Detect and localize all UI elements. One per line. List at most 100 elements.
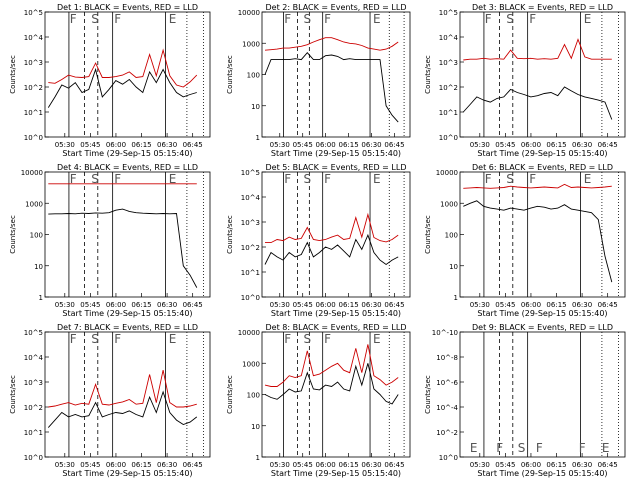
x-tick-label: 06:45 bbox=[598, 301, 618, 309]
phase-marker: F bbox=[114, 332, 121, 346]
y-tick-label: 10^0 bbox=[439, 454, 458, 462]
x-tick-label: 06:30 bbox=[361, 301, 381, 309]
series-lld bbox=[264, 37, 399, 51]
phase-marker: F bbox=[324, 12, 331, 26]
y-tick-label: 10^4 bbox=[24, 354, 44, 362]
phase-marker: S bbox=[91, 172, 99, 186]
phase-marker: F bbox=[529, 12, 536, 26]
phase-marker: E bbox=[373, 172, 381, 186]
y-tick-label: 10 bbox=[449, 263, 458, 271]
y-axis-label: Counts/sec bbox=[424, 55, 432, 94]
plot-frame bbox=[261, 171, 411, 298]
y-tick-label: 1 bbox=[256, 454, 260, 462]
x-tick-label: 05:45 bbox=[293, 461, 313, 469]
phase-marker: E bbox=[373, 332, 381, 346]
series-lld bbox=[265, 212, 399, 244]
y-tick-label: 100 bbox=[247, 392, 260, 400]
x-tick-label: 06:15 bbox=[546, 301, 566, 309]
x-tick-label: 05:30 bbox=[270, 301, 290, 309]
phase-marker: E bbox=[169, 12, 177, 26]
x-axis-label: Start Time (29-Sep-15 05:15:40) bbox=[271, 309, 401, 318]
panel-title: Det 1: BLACK = Events, RED = LLD bbox=[57, 3, 198, 12]
panel-det-7: Det 7: BLACK = Events, RED = LLD 10^0 10^1… bbox=[9, 323, 211, 478]
y-tick-label: 10^-8 bbox=[436, 354, 458, 362]
panel-det-4: Det 4: BLACK = Events, RED = LLD 1 10 100 10… bbox=[9, 163, 211, 318]
y-tick-label: 10^4 bbox=[439, 34, 459, 42]
phase-marker: F bbox=[485, 172, 492, 186]
plot-frame bbox=[459, 331, 626, 458]
panel-det-9: Det 9: BLACK = Events, RED = LLD 10^0 10^-… bbox=[424, 323, 626, 478]
y-tick-label: 10^1 bbox=[241, 269, 260, 277]
x-tick-label: 06:15 bbox=[338, 461, 358, 469]
x-tick-label: 06:00 bbox=[106, 301, 126, 309]
y-tick-label: 1000 bbox=[242, 40, 260, 48]
series-events bbox=[463, 200, 613, 283]
series-events bbox=[264, 233, 399, 266]
x-tick-label: 06:15 bbox=[546, 461, 566, 469]
x-tick-label: 06:15 bbox=[338, 141, 358, 149]
x-tick-label: 05:30 bbox=[55, 301, 75, 309]
y-axis-label: Counts/sec bbox=[226, 375, 234, 414]
y-tick-label: 10000 bbox=[238, 329, 260, 337]
series-events bbox=[264, 52, 399, 123]
y-tick-label: 10^0 bbox=[439, 134, 458, 142]
y-tick-label: 10 bbox=[34, 263, 43, 271]
panel-title: Det 2: BLACK = Events, RED = LLD bbox=[266, 3, 407, 12]
phase-marker: F bbox=[70, 172, 77, 186]
series-lld bbox=[264, 344, 399, 387]
phase-marker: F bbox=[536, 441, 543, 455]
x-tick-label: 06:15 bbox=[131, 461, 151, 469]
x-tick-label: 06:45 bbox=[384, 301, 404, 309]
y-tick-label: 100 bbox=[30, 232, 43, 240]
x-tick-label: 06:00 bbox=[316, 301, 336, 309]
x-tick-label: 05:45 bbox=[495, 141, 515, 149]
phase-marker: F bbox=[70, 332, 77, 346]
panel-title: Det 9: BLACK = Events, RED = LLD bbox=[472, 323, 613, 332]
x-tick-label: 06:30 bbox=[572, 461, 592, 469]
x-tick-label: 06:00 bbox=[316, 461, 336, 469]
panel-title: Det 8: BLACK = Events, RED = LLD bbox=[266, 323, 407, 332]
series-events bbox=[264, 363, 399, 405]
panel-title: Det 5: BLACK = Events, RED = LLD bbox=[266, 163, 407, 172]
phase-marker: F bbox=[284, 172, 291, 186]
phase-marker: E bbox=[470, 441, 478, 455]
panel-det-6: Det 6: BLACK = Events, RED = LLD 1 10 100 10… bbox=[424, 163, 626, 318]
x-tick-label: 05:45 bbox=[495, 461, 515, 469]
y-tick-label: 10^3 bbox=[439, 59, 458, 67]
y-tick-label: 10^4 bbox=[24, 34, 44, 42]
x-tick-label: 06:00 bbox=[521, 461, 541, 469]
x-tick-label: 05:30 bbox=[55, 461, 75, 469]
x-tick-label: 05:45 bbox=[80, 301, 100, 309]
x-tick-label: 06:00 bbox=[521, 301, 541, 309]
y-tick-label: 10^4 bbox=[241, 194, 261, 202]
x-tick-label: 05:30 bbox=[470, 141, 490, 149]
x-tick-label: 06:30 bbox=[157, 461, 177, 469]
y-tick-label: 10^5 bbox=[24, 329, 43, 337]
y-axis-label: Counts/sec bbox=[226, 215, 234, 254]
x-tick-label: 06:45 bbox=[598, 141, 618, 149]
x-axis-label: Start Time (29-Sep-15 05:15:40) bbox=[477, 469, 607, 478]
x-tick-label: 06:15 bbox=[131, 301, 151, 309]
x-tick-label: 06:45 bbox=[384, 141, 404, 149]
phase-marker: F bbox=[324, 172, 331, 186]
phase-marker: F bbox=[114, 12, 121, 26]
phase-marker: S bbox=[91, 12, 99, 26]
x-axis-label: Start Time (29-Sep-15 05:15:40) bbox=[62, 149, 192, 158]
x-tick-label: 06:00 bbox=[106, 141, 126, 149]
y-tick-label: 10^2 bbox=[24, 84, 43, 92]
x-tick-label: 05:30 bbox=[270, 141, 290, 149]
panel-title: Det 7: BLACK = Events, RED = LLD bbox=[57, 323, 198, 332]
x-tick-label: 06:45 bbox=[183, 461, 203, 469]
y-axis-label: Counts/sec bbox=[424, 215, 432, 254]
phase-marker: S bbox=[303, 12, 311, 26]
phase-marker: E bbox=[584, 12, 592, 26]
y-tick-label: 10^1 bbox=[24, 429, 43, 437]
panel-det-5: Det 5: BLACK = Events, RED = LLD 10^0 10^1… bbox=[226, 163, 411, 318]
series-lld bbox=[463, 38, 612, 61]
y-tick-label: 100 bbox=[445, 232, 458, 240]
x-tick-label: 06:30 bbox=[361, 461, 381, 469]
y-tick-label: 10^0 bbox=[24, 134, 43, 142]
y-tick-label: 10000 bbox=[21, 169, 43, 177]
phase-marker: F bbox=[284, 332, 291, 346]
